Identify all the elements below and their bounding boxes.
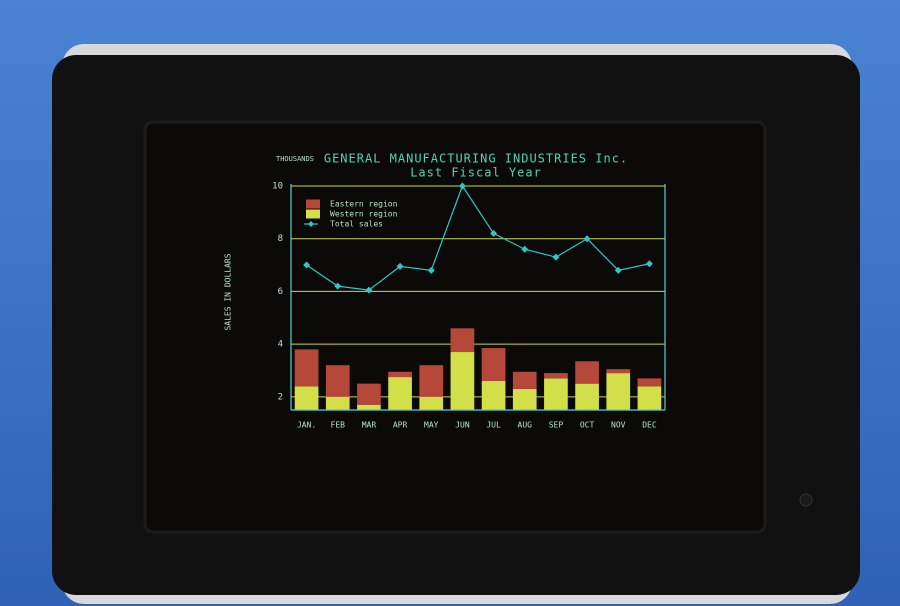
bar-segment bbox=[606, 369, 630, 373]
bar-segment bbox=[326, 397, 350, 410]
bar-segment bbox=[544, 373, 568, 378]
screen bbox=[145, 122, 765, 532]
bar-segment bbox=[513, 389, 537, 410]
x-tick-label: SEP bbox=[549, 421, 564, 430]
legend-swatch bbox=[306, 210, 320, 219]
bar-segment bbox=[451, 352, 475, 410]
x-tick-label: FEB bbox=[331, 421, 346, 430]
x-tick-label: MAR bbox=[362, 421, 377, 430]
y-tick-label: 2 bbox=[278, 392, 283, 402]
bar-segment bbox=[388, 372, 412, 377]
page: THOUSANDS GENERAL MANUFACTURING INDUSTRI… bbox=[0, 0, 900, 606]
bar-segment bbox=[544, 378, 568, 410]
unit-label: THOUSANDS bbox=[276, 155, 314, 163]
x-tick-label: AUG bbox=[518, 421, 533, 430]
bar-segment bbox=[388, 377, 412, 410]
x-tick-label: MAY bbox=[424, 421, 439, 430]
bar-segment bbox=[451, 328, 475, 352]
bar-segment bbox=[295, 349, 319, 386]
x-tick-label: JUL bbox=[486, 421, 501, 430]
x-tick-label: JAN. bbox=[297, 421, 316, 430]
chart: THOUSANDS GENERAL MANUFACTURING INDUSTRI… bbox=[0, 0, 900, 606]
x-tick-label: NOV bbox=[611, 421, 626, 430]
x-tick-label: JUN bbox=[455, 421, 470, 430]
y-tick-label: 4 bbox=[278, 340, 283, 350]
y-tick-label: 10 bbox=[272, 182, 283, 192]
x-tick-label: OCT bbox=[580, 421, 595, 430]
bar-segment bbox=[357, 384, 381, 405]
y-tick-label: 8 bbox=[278, 234, 283, 244]
x-tick-label: APR bbox=[393, 421, 408, 430]
bar-segment bbox=[575, 384, 599, 410]
bar-segment bbox=[575, 361, 599, 383]
bar-segment bbox=[357, 405, 381, 410]
bar-segment bbox=[326, 365, 350, 397]
y-tick-label: 6 bbox=[278, 287, 283, 297]
bar-segment bbox=[606, 373, 630, 410]
bar-segment bbox=[419, 365, 443, 397]
bar-segment bbox=[482, 348, 506, 381]
bar-segment bbox=[638, 378, 662, 386]
bar-segment bbox=[638, 386, 662, 410]
power-button bbox=[800, 494, 812, 506]
bar-segment bbox=[295, 386, 319, 410]
legend-label: Eastern region bbox=[330, 200, 398, 209]
x-tick-label: DEC bbox=[642, 421, 657, 430]
chart-title: GENERAL MANUFACTURING INDUSTRIES Inc. bbox=[324, 152, 628, 166]
legend-label: Total sales bbox=[330, 220, 383, 229]
chart-subtitle: Last Fiscal Year bbox=[410, 166, 542, 180]
bar-segment bbox=[513, 372, 537, 389]
y-axis-label: SALES IN DOLLARS bbox=[224, 253, 233, 330]
legend-swatch bbox=[306, 200, 320, 209]
bar-segment bbox=[419, 397, 443, 410]
bar-segment bbox=[482, 381, 506, 410]
legend-label: Western region bbox=[330, 210, 398, 219]
